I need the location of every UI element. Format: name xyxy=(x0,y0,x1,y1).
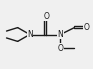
Text: O: O xyxy=(84,23,89,32)
Text: N: N xyxy=(58,30,63,39)
Text: O: O xyxy=(44,12,49,21)
Text: O: O xyxy=(57,44,63,53)
Text: N: N xyxy=(27,30,33,39)
